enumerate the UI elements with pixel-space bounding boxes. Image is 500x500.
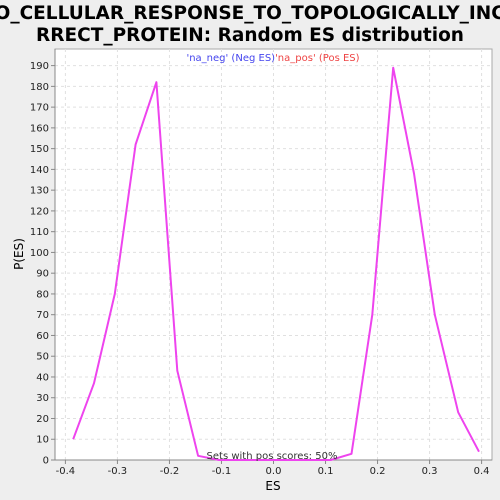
x-tick-label: -0.3	[108, 466, 128, 477]
chart-title-line-2: RRECT_PROTEIN: Random ES distribution	[36, 25, 464, 46]
pos-score-annotation: Sets with pos scores: 50%	[207, 451, 338, 462]
y-tick-label: 30	[36, 393, 49, 404]
chart-title-line-1: GO_CELLULAR_RESPONSE_TO_TOPOLOGICALLY_IN…	[0, 3, 500, 24]
legend-text: 'na_neg' (Neg ES)'na_pos' (Pos ES)	[186, 53, 359, 64]
y-tick-label: 100	[30, 248, 49, 259]
y-tick-label: 180	[30, 82, 49, 93]
x-tick-label: 0.0	[266, 466, 282, 477]
y-axis-label: P(ES)	[12, 238, 26, 270]
x-tick-label: 0.3	[422, 466, 438, 477]
y-tick-label: 80	[36, 289, 49, 300]
y-tick-label: 70	[36, 310, 49, 321]
y-tick-label: 50	[36, 352, 49, 363]
x-tick-label: 0.4	[474, 466, 490, 477]
y-tick-label: 160	[30, 123, 49, 134]
x-tick-label: -0.1	[212, 466, 232, 477]
y-tick-label: 170	[30, 103, 49, 114]
x-tick-label: 0.1	[318, 466, 334, 477]
y-tick-label: 190	[30, 61, 49, 72]
y-tick-label: 110	[30, 227, 49, 238]
x-tick-label: -0.2	[160, 466, 180, 477]
y-tick-label: 10	[36, 435, 49, 446]
y-tick-label: 140	[30, 165, 49, 176]
y-tick-label: 60	[36, 331, 49, 342]
y-tick-label: 40	[36, 372, 49, 383]
es-distribution-line	[72, 66, 480, 461]
series-layer	[72, 66, 480, 461]
legend-entry: 'na_neg' (Neg ES)	[186, 53, 275, 64]
y-tick-label: 0	[43, 456, 49, 467]
x-axis-label: ES	[265, 479, 280, 493]
y-tick-label: 150	[30, 144, 49, 155]
legend-entry: 'na_pos' (Pos ES)	[275, 53, 360, 64]
y-tick-label: 130	[30, 186, 49, 197]
y-tick-label: 120	[30, 206, 49, 217]
legend: 'na_neg' (Neg ES)'na_pos' (Pos ES)	[186, 53, 359, 64]
x-tick-label: -0.4	[56, 466, 76, 477]
x-tick-label: 0.2	[370, 466, 386, 477]
y-tick-label: 90	[36, 269, 49, 280]
y-tick-label: 20	[36, 414, 49, 425]
